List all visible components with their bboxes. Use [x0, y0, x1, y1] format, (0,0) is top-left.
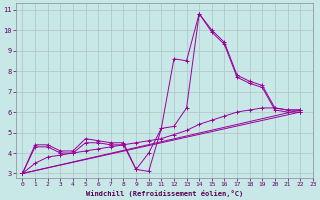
X-axis label: Windchill (Refroidissement éolien,°C): Windchill (Refroidissement éolien,°C): [86, 190, 243, 197]
